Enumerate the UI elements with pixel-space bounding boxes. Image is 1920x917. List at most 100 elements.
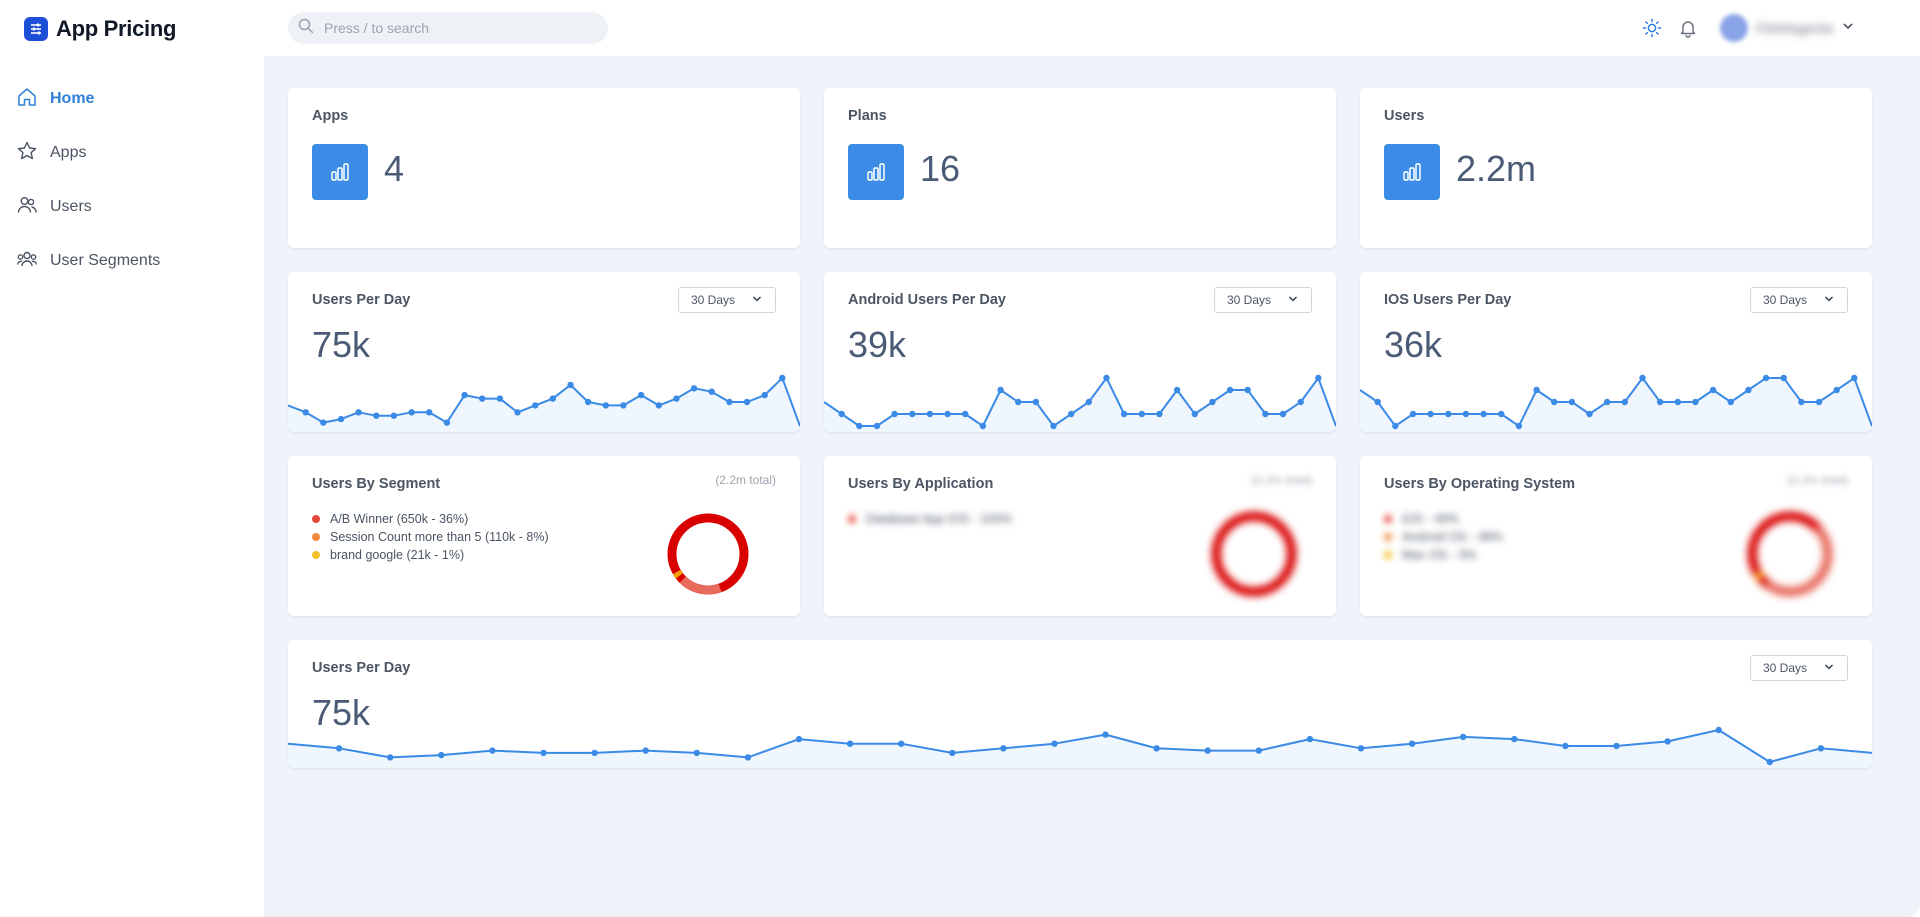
star-icon bbox=[16, 140, 38, 167]
data-point bbox=[891, 410, 898, 418]
data-point bbox=[838, 410, 845, 418]
legend: A/B Winner (650k - 36%) Session Count mor… bbox=[312, 510, 549, 564]
data-point bbox=[743, 398, 751, 406]
range-select[interactable]: 30 Days bbox=[1750, 287, 1848, 313]
data-point bbox=[1156, 410, 1163, 418]
data-point bbox=[726, 398, 733, 406]
data-point bbox=[944, 410, 951, 418]
data-point bbox=[1715, 726, 1722, 734]
data-point bbox=[1766, 758, 1774, 766]
data-point bbox=[690, 385, 698, 392]
sidebar-item-label: User Segments bbox=[50, 252, 161, 269]
stat-card-apps: Apps 4 bbox=[288, 88, 800, 248]
legend-item: Session Count more than 5 (110k - 8%) bbox=[312, 528, 549, 546]
sun-icon[interactable] bbox=[1640, 16, 1664, 40]
range-select[interactable]: 30 Days bbox=[678, 287, 776, 313]
data-point bbox=[1000, 745, 1007, 752]
data-point bbox=[1297, 398, 1304, 406]
data-point bbox=[489, 747, 496, 754]
range-select[interactable]: 30 Days bbox=[1214, 287, 1312, 313]
range-select[interactable]: 30 Days bbox=[1750, 655, 1848, 681]
data-point bbox=[642, 747, 649, 754]
bar-chart-icon bbox=[848, 144, 904, 200]
legend-dot bbox=[312, 515, 320, 523]
data-point bbox=[1851, 374, 1858, 382]
range-select-value: 30 Days bbox=[1227, 293, 1272, 307]
data-point bbox=[337, 415, 345, 423]
donut-card-users-by-application: Users By Application (2.2m total) Databa… bbox=[824, 456, 1336, 616]
card-title: Android Users Per Day bbox=[848, 292, 1006, 308]
data-point bbox=[1551, 398, 1558, 406]
data-point bbox=[708, 388, 715, 395]
sidebar-item-home[interactable]: Home bbox=[16, 85, 94, 113]
data-point bbox=[637, 391, 645, 399]
data-point bbox=[438, 751, 445, 759]
data-point bbox=[426, 409, 433, 416]
sidebar: Home Apps Users bbox=[0, 56, 264, 917]
legend-dot bbox=[1384, 533, 1392, 541]
trend-value: 75k bbox=[312, 324, 371, 365]
sidebar-item-label: Users bbox=[50, 198, 92, 215]
card-title: Users Per Day bbox=[312, 660, 411, 676]
legend-label: Session Count more than 5 (110k - 8%) bbox=[330, 530, 549, 544]
data-point bbox=[1664, 738, 1671, 745]
legend-item: iOS - 49% bbox=[1384, 510, 1503, 528]
app-logo[interactable]: App Pricing bbox=[24, 16, 176, 42]
donut-card-users-by-operating-system: Users By Operating System (2.2m total) i… bbox=[1360, 456, 1872, 616]
avatar bbox=[1720, 14, 1748, 42]
sparkline-chart bbox=[824, 374, 1336, 432]
app-title: App Pricing bbox=[56, 16, 177, 41]
data-point bbox=[1392, 422, 1399, 430]
search-bar[interactable] bbox=[288, 12, 608, 44]
data-point bbox=[1621, 398, 1628, 406]
legend-label: Database App iOS - 100% bbox=[866, 512, 1012, 526]
data-point bbox=[1727, 398, 1734, 406]
data-point bbox=[1780, 374, 1787, 382]
legend-label: iOS - 49% bbox=[1402, 512, 1459, 526]
trend-card-users-per-day-wide: Users Per Day 30 Days 75k bbox=[288, 640, 1872, 768]
data-point bbox=[302, 409, 309, 416]
data-point bbox=[962, 410, 969, 418]
data-point bbox=[1153, 745, 1160, 752]
data-point bbox=[1815, 398, 1823, 406]
data-point bbox=[997, 386, 1004, 394]
legend: Database App iOS - 100% bbox=[848, 510, 1012, 528]
user-menu[interactable]: FileMagenta bbox=[1720, 12, 1855, 44]
home-icon bbox=[16, 86, 38, 113]
data-point bbox=[591, 749, 598, 757]
data-point bbox=[1613, 742, 1620, 750]
data-point bbox=[514, 409, 521, 416]
data-point bbox=[1015, 398, 1022, 406]
data-point bbox=[1408, 740, 1416, 747]
bell-icon[interactable] bbox=[1676, 16, 1700, 40]
legend-dot bbox=[1384, 551, 1392, 559]
range-select-value: 30 Days bbox=[1763, 661, 1808, 675]
data-point bbox=[949, 749, 956, 757]
data-point bbox=[761, 391, 768, 399]
search-input[interactable] bbox=[324, 20, 584, 36]
range-select-value: 30 Days bbox=[1763, 293, 1808, 307]
data-point bbox=[1244, 386, 1251, 394]
sidebar-item-users[interactable]: Users bbox=[16, 193, 92, 221]
data-point bbox=[1674, 398, 1681, 406]
username: FileMagenta bbox=[1756, 20, 1834, 36]
trend-card-users-per-day: Users Per Day 30 Days 75k bbox=[288, 272, 800, 432]
range-select-value: 30 Days bbox=[691, 293, 736, 307]
sidebar-item-apps[interactable]: Apps bbox=[16, 139, 86, 167]
donut-chart bbox=[667, 513, 749, 595]
sidebar-item-user-segments[interactable]: User Segments bbox=[16, 247, 160, 275]
data-point bbox=[1692, 398, 1699, 406]
data-point bbox=[443, 419, 451, 426]
legend-label: Mac OS - 3% bbox=[1402, 548, 1477, 562]
legend-dot bbox=[312, 551, 320, 559]
data-point bbox=[1120, 410, 1128, 418]
data-point bbox=[1204, 747, 1211, 754]
data-point bbox=[408, 409, 415, 416]
legend-item: brand google (21k - 1%) bbox=[312, 546, 549, 564]
data-point bbox=[1374, 398, 1381, 406]
data-point bbox=[567, 381, 574, 389]
data-point bbox=[1480, 410, 1487, 418]
data-point bbox=[549, 395, 556, 402]
main-content: Apps 4 Plans 16 Users 2.2m Users Per Day… bbox=[264, 56, 1920, 917]
data-point bbox=[1445, 410, 1452, 418]
